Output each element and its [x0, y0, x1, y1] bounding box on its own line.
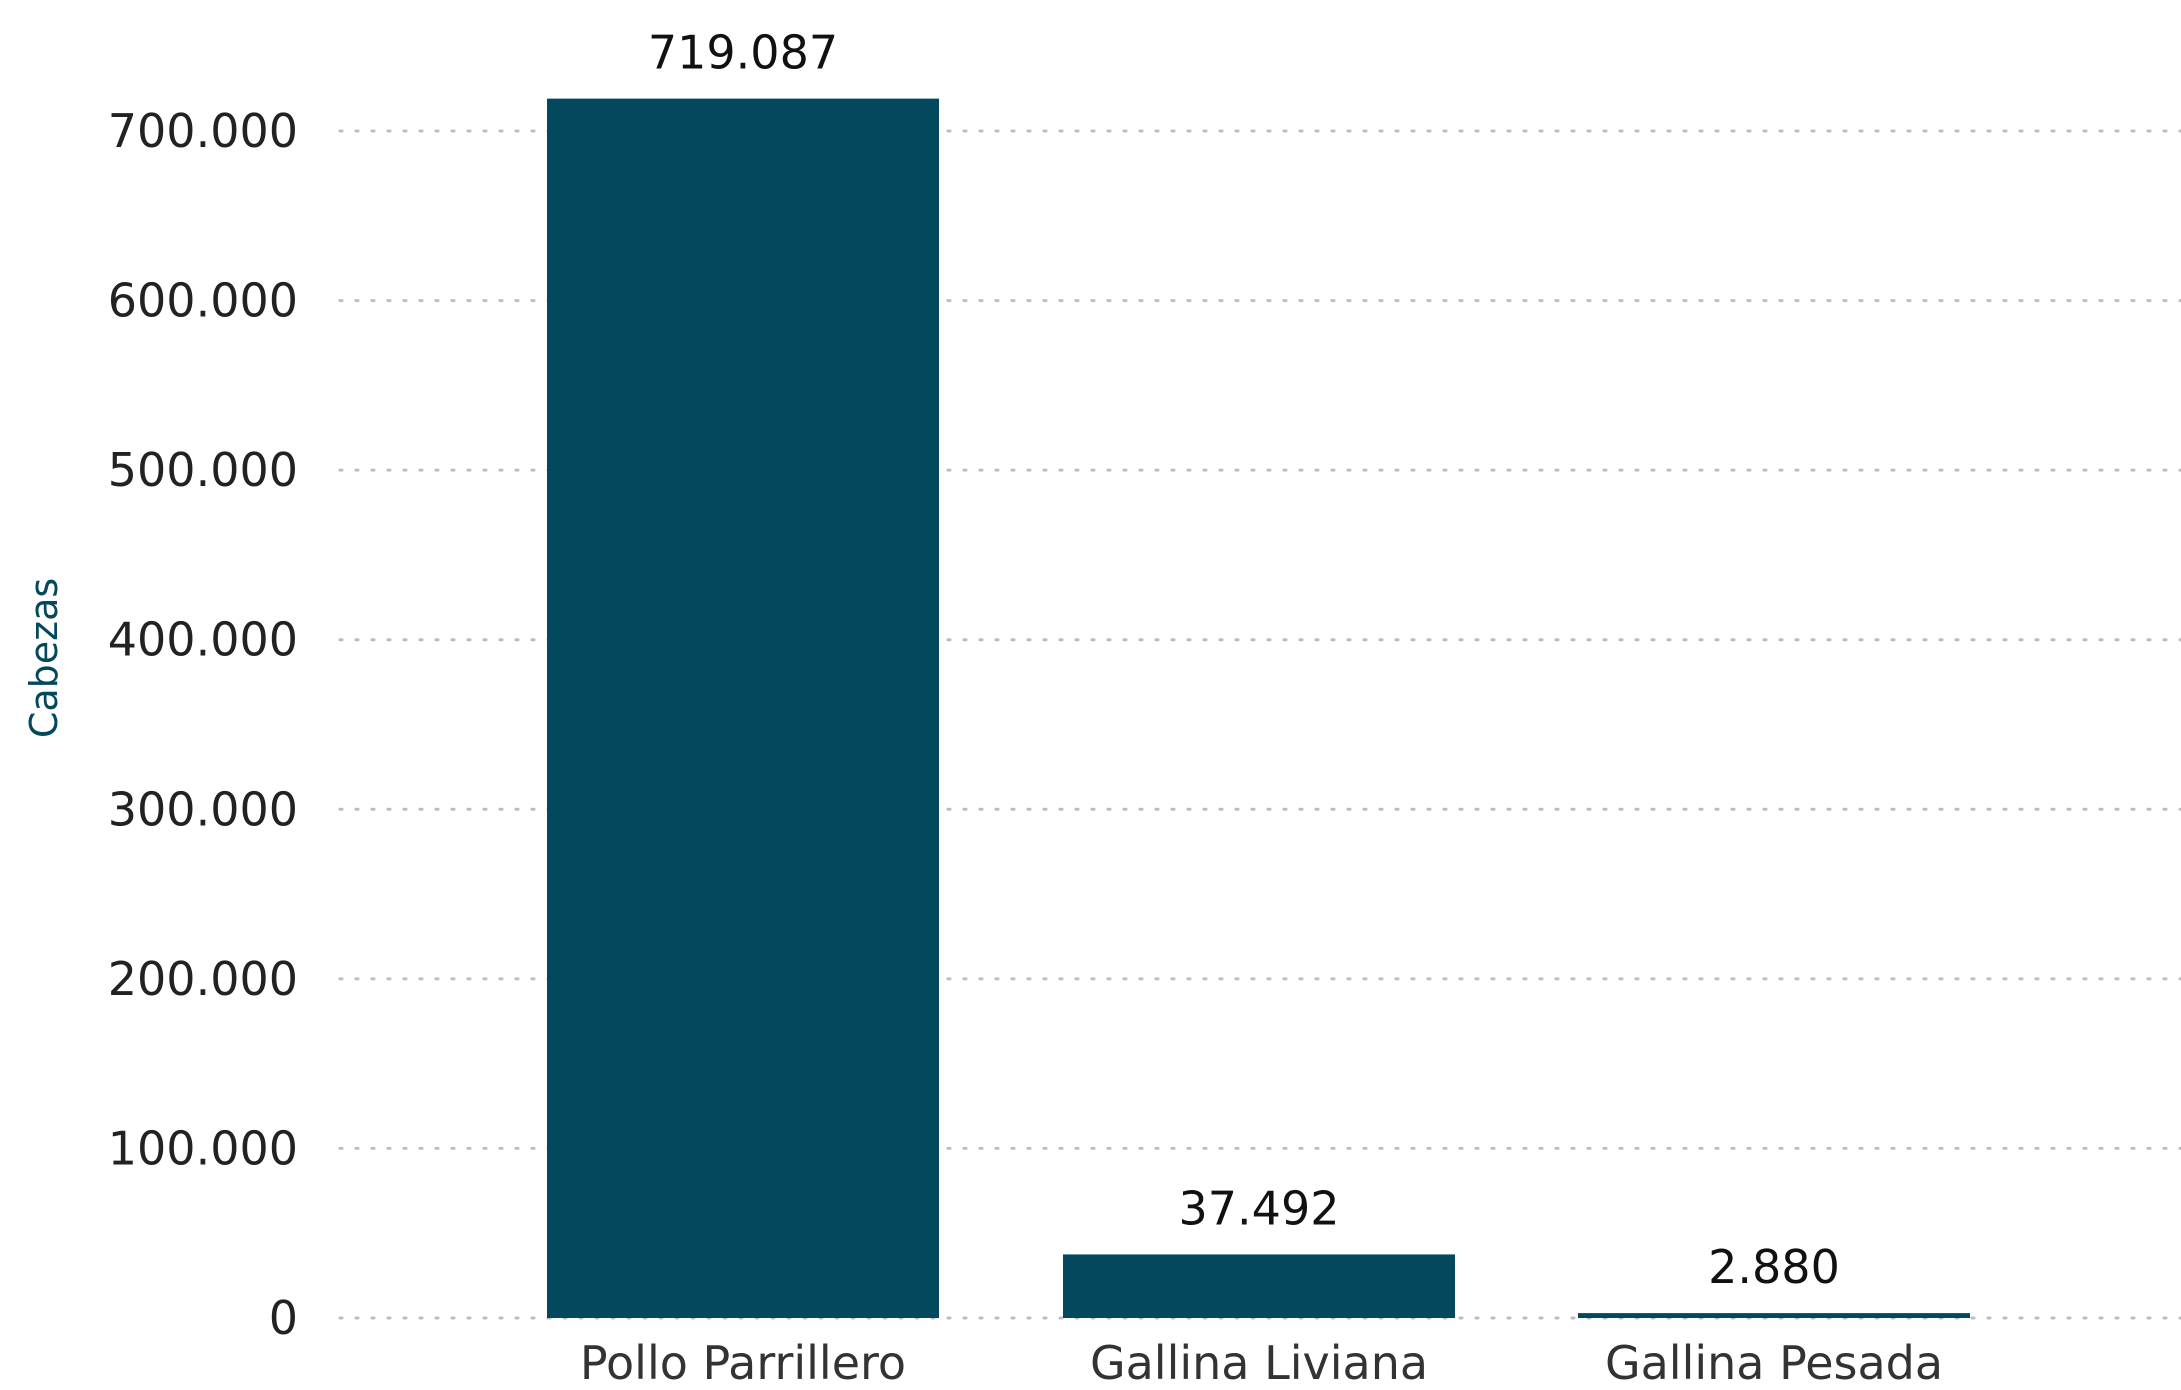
x-tick-label: Pollo Parrillero — [580, 1336, 906, 1390]
data-label: 719.087 — [648, 26, 838, 80]
y-tick-label: 700.000 — [108, 104, 298, 158]
y-tick-label: 100.000 — [108, 1121, 298, 1175]
y-tick-label: 0 — [269, 1291, 298, 1345]
bar — [547, 98, 939, 1318]
data-labels: 719.087 37.492 2.880 — [648, 26, 1840, 1294]
x-tick-label: Gallina Pesada — [1605, 1336, 1943, 1390]
data-label: 2.880 — [1708, 1240, 1840, 1294]
y-tick-label: 600.000 — [108, 274, 298, 328]
bar — [1063, 1254, 1455, 1318]
y-tick-label: 200.000 — [108, 952, 298, 1006]
y-axis-label: Cabezas — [22, 578, 66, 738]
bars — [547, 98, 1970, 1318]
bar — [1578, 1313, 1970, 1318]
y-tick-label: 300.000 — [108, 782, 298, 836]
data-label: 37.492 — [1179, 1181, 1340, 1235]
x-tick-label: Gallina Liviana — [1090, 1336, 1428, 1390]
x-axis-ticks: Pollo Parrillero Gallina Liviana Gallina P… — [580, 1336, 1943, 1390]
y-tick-label: 400.000 — [108, 613, 298, 667]
y-tick-label: 500.000 — [108, 443, 298, 497]
y-axis-ticks: 0 100.000 200.000 300.000 400.000 500.000 600.… — [108, 104, 298, 1345]
